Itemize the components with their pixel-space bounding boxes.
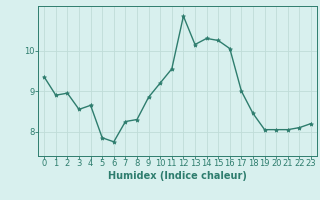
X-axis label: Humidex (Indice chaleur): Humidex (Indice chaleur) <box>108 171 247 181</box>
